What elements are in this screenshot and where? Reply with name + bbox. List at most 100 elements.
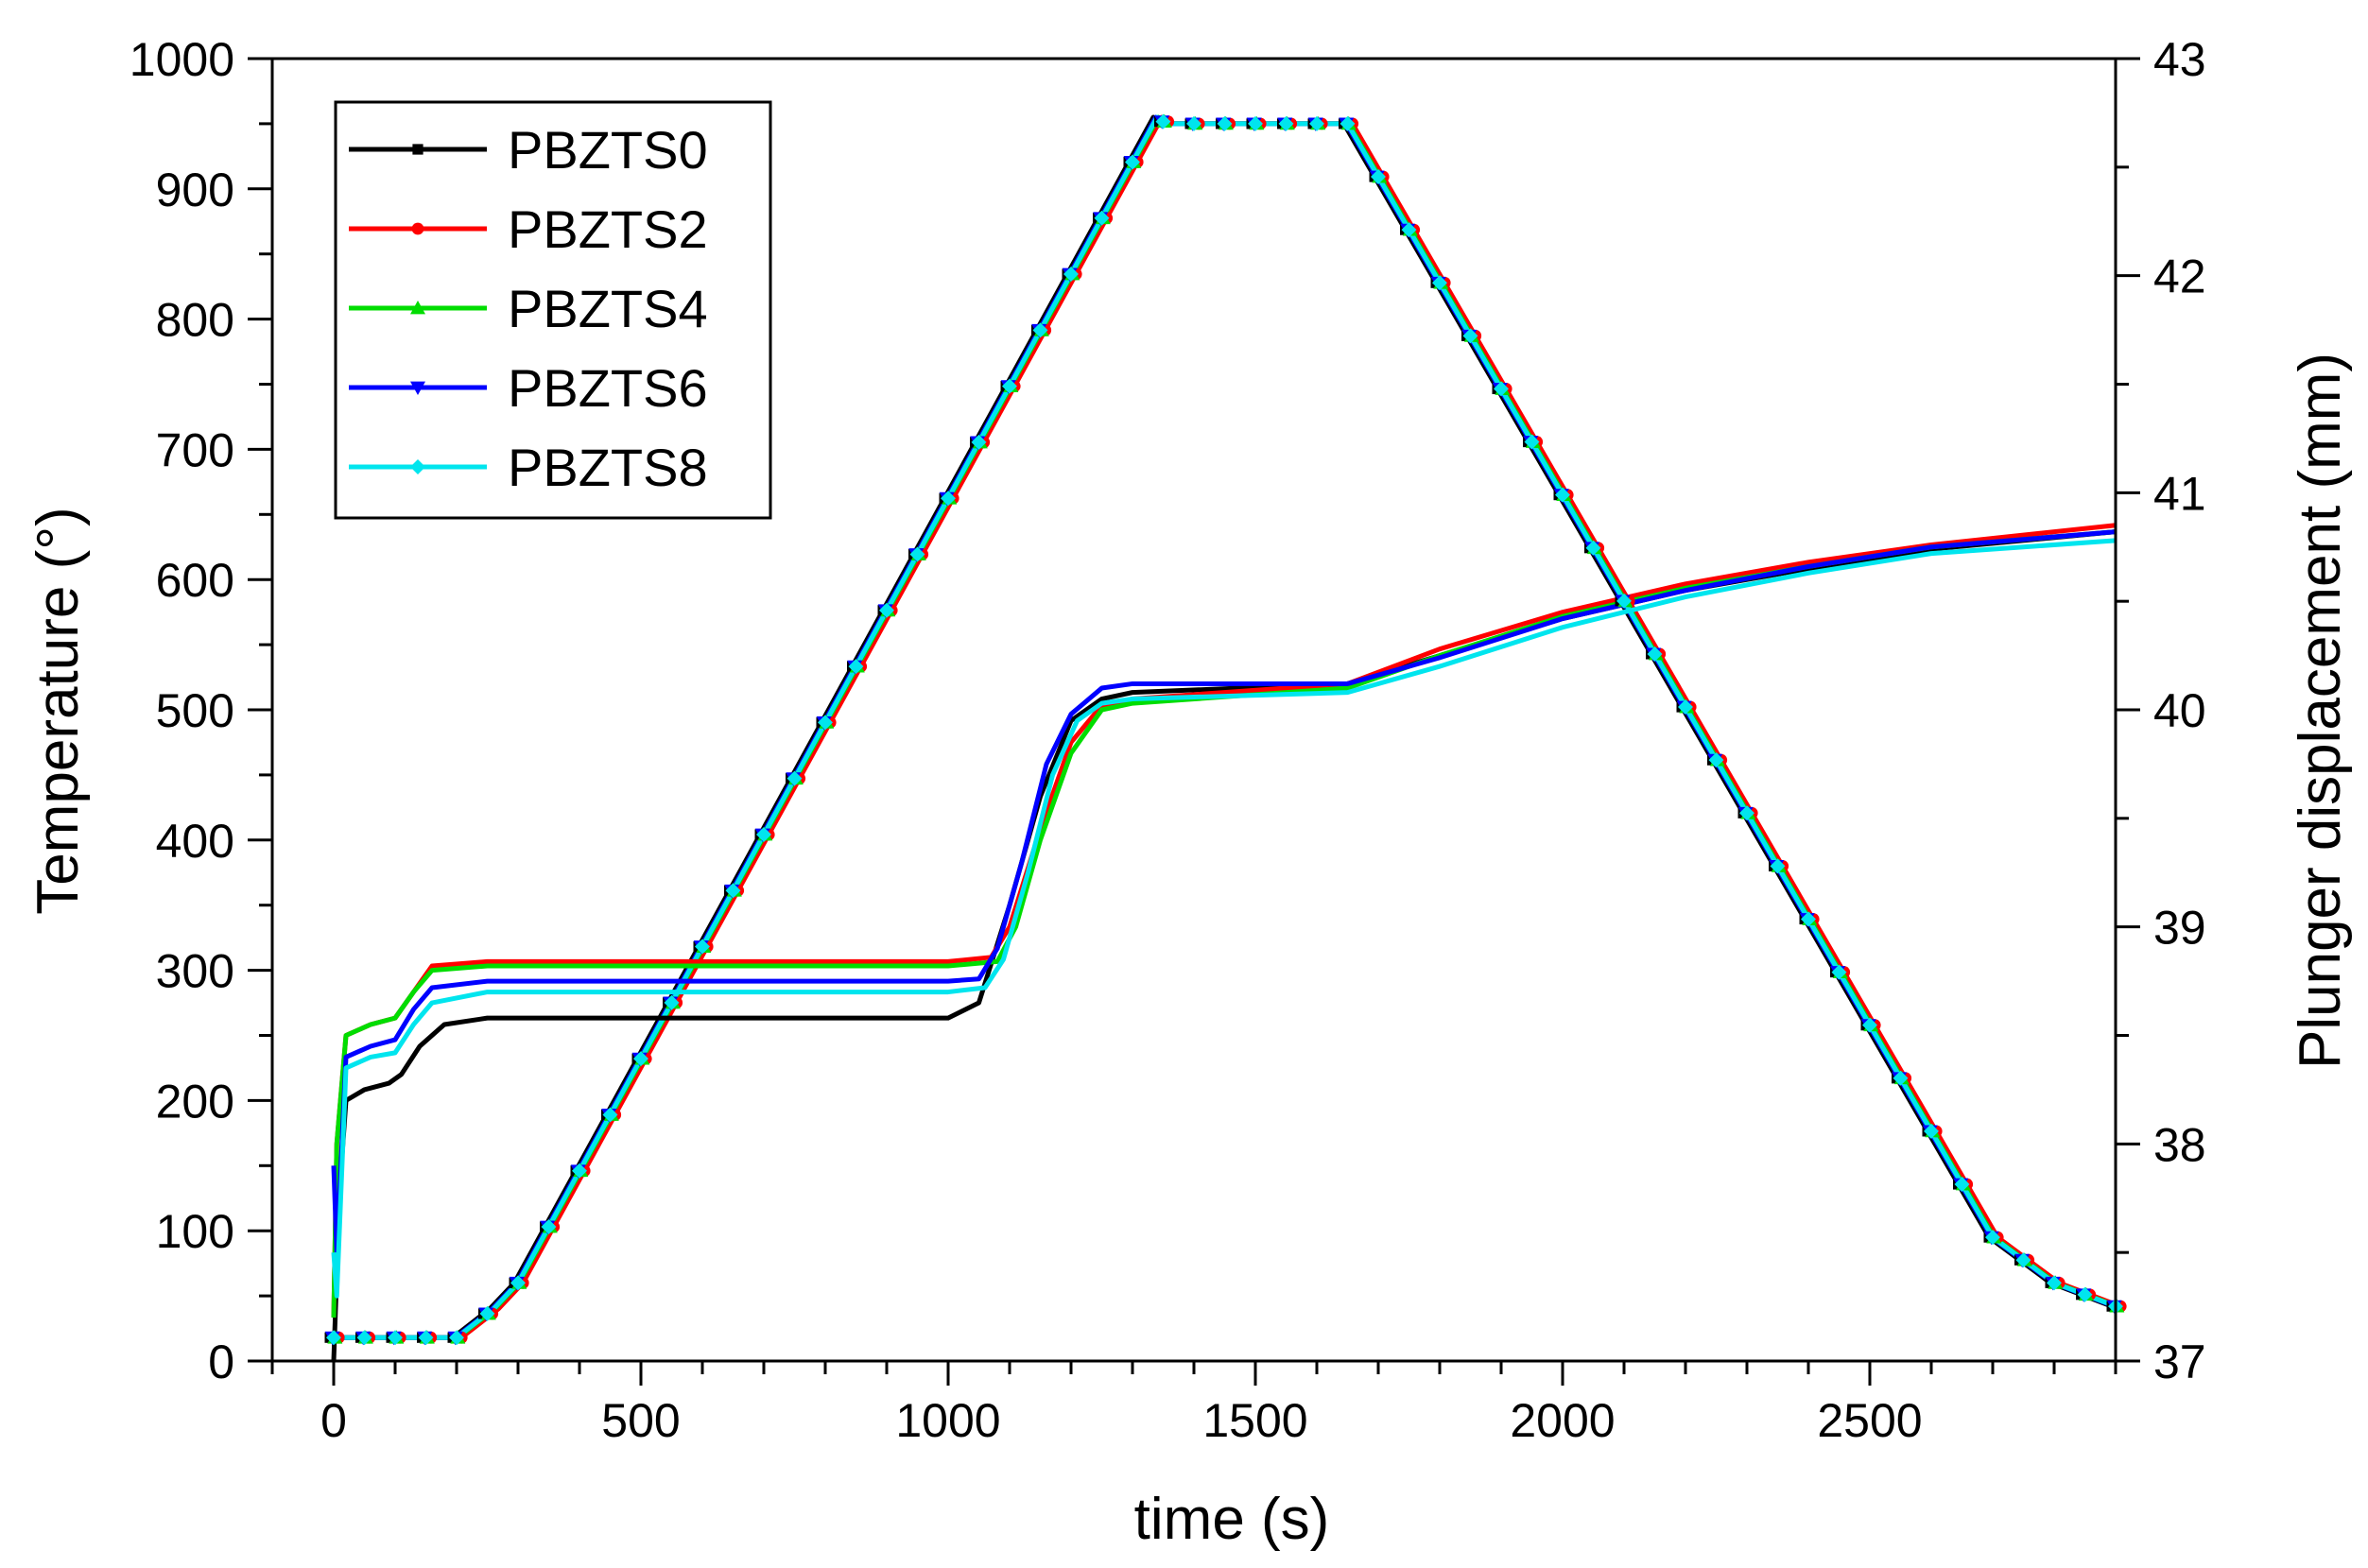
temperature-marker-pbzts8 (2077, 1286, 2093, 1302)
temperature-marker-pbzts8 (2015, 1252, 2031, 1268)
legend-marker-pbzts2 (411, 222, 424, 235)
temperature-marker-pbzts8 (479, 1305, 495, 1321)
temperature-marker-pbzts8 (1616, 593, 1632, 609)
legend-label-pbzts8: PBZTS8 (508, 438, 708, 497)
temperature-marker-pbzts8 (633, 1051, 648, 1067)
temperature-marker-pbzts8 (356, 1330, 372, 1346)
temperature-marker-pbzts8 (572, 1163, 587, 1179)
temperature-marker-pbzts8 (1186, 115, 1201, 131)
y-left-tick-label: 500 (156, 684, 234, 737)
y-left-tick-label: 1000 (130, 33, 234, 86)
temperature-marker-pbzts8 (1125, 154, 1140, 170)
temperature-marker-pbzts8 (1494, 381, 1509, 397)
y-right-tick-label: 40 (2153, 684, 2206, 737)
y-right-tick-label: 43 (2153, 33, 2206, 86)
temperature-marker-pbzts8 (818, 715, 833, 731)
y-left-tick-label: 300 (156, 945, 234, 998)
plot-marks (324, 113, 2127, 1362)
temperature-marker-pbzts8 (602, 1107, 618, 1123)
y-left-axis-title: Temperature (°) (26, 507, 91, 914)
temperature-marker-pbzts8 (1678, 699, 1693, 715)
temperature-marker-pbzts8 (1002, 378, 1017, 394)
x-tick-label: 2500 (1817, 1394, 1922, 1447)
temperature-marker-pbzts8 (541, 1219, 557, 1235)
y-right-tick-label: 37 (2153, 1335, 2206, 1388)
displacement-line-pbzts8 (331, 538, 2117, 1299)
temperature-marker-pbzts8 (1831, 964, 1847, 980)
y-right-axis-title: Plunger displacement (mm) (2288, 353, 2353, 1069)
temperature-marker-pbzts8 (1063, 267, 1079, 283)
temperature-marker-pbzts8 (1278, 115, 1294, 131)
x-tick-label: 500 (601, 1394, 680, 1447)
temperature-marker-pbzts8 (2047, 1275, 2062, 1291)
displacement-line-pbzts4 (331, 529, 2117, 1318)
temperature-marker-pbzts8 (1432, 275, 1447, 291)
x-tick-label: 1000 (895, 1394, 1000, 1447)
displacement-line-pbzts2 (331, 523, 2117, 1318)
temperature-marker-pbzts8 (418, 1330, 434, 1346)
x-axis-title: time (s) (1134, 1487, 1330, 1552)
temperature-marker-pbzts8 (326, 1330, 341, 1346)
temperature-marker-pbzts8 (941, 491, 956, 507)
temperature-marker-pbzts8 (1462, 328, 1478, 344)
temperature-marker-pbzts8 (1893, 1070, 1909, 1086)
x-tick-label: 1500 (1202, 1394, 1307, 1447)
temperature-marker-pbzts8 (1217, 115, 1233, 131)
temperature-marker-pbzts8 (1371, 169, 1386, 185)
temperature-marker-pbzts8 (388, 1330, 403, 1346)
temperature-marker-pbzts8 (449, 1330, 464, 1346)
legend: PBZTS0 PBZTS2 PBZTS4 PBZTS6 PBZTS8 (334, 100, 772, 520)
temperature-marker-pbzts8 (971, 434, 987, 450)
temperature-marker-pbzts8 (1862, 1017, 1877, 1033)
legend-label-pbzts4: PBZTS4 (508, 279, 708, 338)
temperature-marker-pbzts8 (1094, 210, 1110, 226)
temperature-marker-pbzts8 (1954, 1176, 1970, 1192)
x-tick-label: 2000 (1510, 1394, 1615, 1447)
temperature-marker-pbzts8 (510, 1275, 526, 1291)
temperature-marker-pbzts8 (1585, 540, 1601, 556)
displacement-line-pbzts6 (331, 529, 2117, 1255)
axes-layer: 0 500 1000 1500 2000 2500 0 100 200 300 400 500 600 7… (130, 33, 2206, 1447)
temperature-marker-pbzts8 (664, 994, 680, 1010)
y-left-tick-label: 800 (156, 294, 234, 347)
temperature-marker-pbzts8 (1770, 858, 1786, 874)
temperature-marker-pbzts8 (1309, 115, 1324, 131)
temperature-marker-pbzts8 (1708, 752, 1724, 768)
displacement-line-pbzts0 (331, 529, 2117, 1362)
y-left-tick-label: 600 (156, 554, 234, 607)
y-left-tick-label: 400 (156, 815, 234, 868)
y-right-tick-label: 41 (2153, 467, 2206, 520)
temperature-marker-pbzts8 (756, 826, 771, 842)
temperature-marker-pbzts8 (848, 659, 864, 675)
y-left-tick-label: 0 (208, 1335, 234, 1388)
legend-label-pbzts2: PBZTS2 (508, 199, 708, 259)
temperature-marker-pbzts8 (725, 883, 741, 899)
y-right-tick-label: 38 (2153, 1118, 2206, 1171)
legend-marker-pbzts0 (412, 144, 423, 155)
temperature-marker-pbzts8 (695, 939, 710, 955)
legend-marker-pbzts4 (410, 301, 425, 315)
temperature-marker-pbzts8 (1248, 115, 1263, 131)
temperature-marker-pbzts8 (1985, 1230, 2000, 1246)
temperature-marker-pbzts8 (1155, 113, 1171, 129)
y-right-tick-label: 42 (2153, 250, 2206, 303)
temperature-marker-pbzts8 (1801, 911, 1816, 927)
temperature-marker-pbzts8 (1924, 1123, 1939, 1139)
y-left-tick-label: 700 (156, 423, 234, 476)
y-left-tick-label: 100 (156, 1205, 234, 1258)
y-left-tick-label: 900 (156, 164, 234, 216)
x-tick-label: 0 (320, 1394, 347, 1447)
legend-label-pbzts6: PBZTS6 (508, 358, 708, 418)
temperature-marker-pbzts8 (1401, 222, 1417, 238)
temperature-marker-pbzts8 (879, 602, 894, 618)
temperature-marker-pbzts8 (1032, 322, 1048, 338)
temperature-marker-pbzts8 (909, 546, 925, 562)
y-right-tick-label: 39 (2153, 902, 2206, 955)
y-left-tick-label: 200 (156, 1075, 234, 1128)
legend-marker-pbzts8 (410, 459, 425, 474)
temperature-marker-pbzts8 (1340, 115, 1356, 131)
legend-label-pbzts0: PBZTS0 (508, 120, 708, 180)
legend-marker-pbzts6 (410, 381, 425, 395)
temperature-marker-pbzts8 (1524, 434, 1540, 450)
